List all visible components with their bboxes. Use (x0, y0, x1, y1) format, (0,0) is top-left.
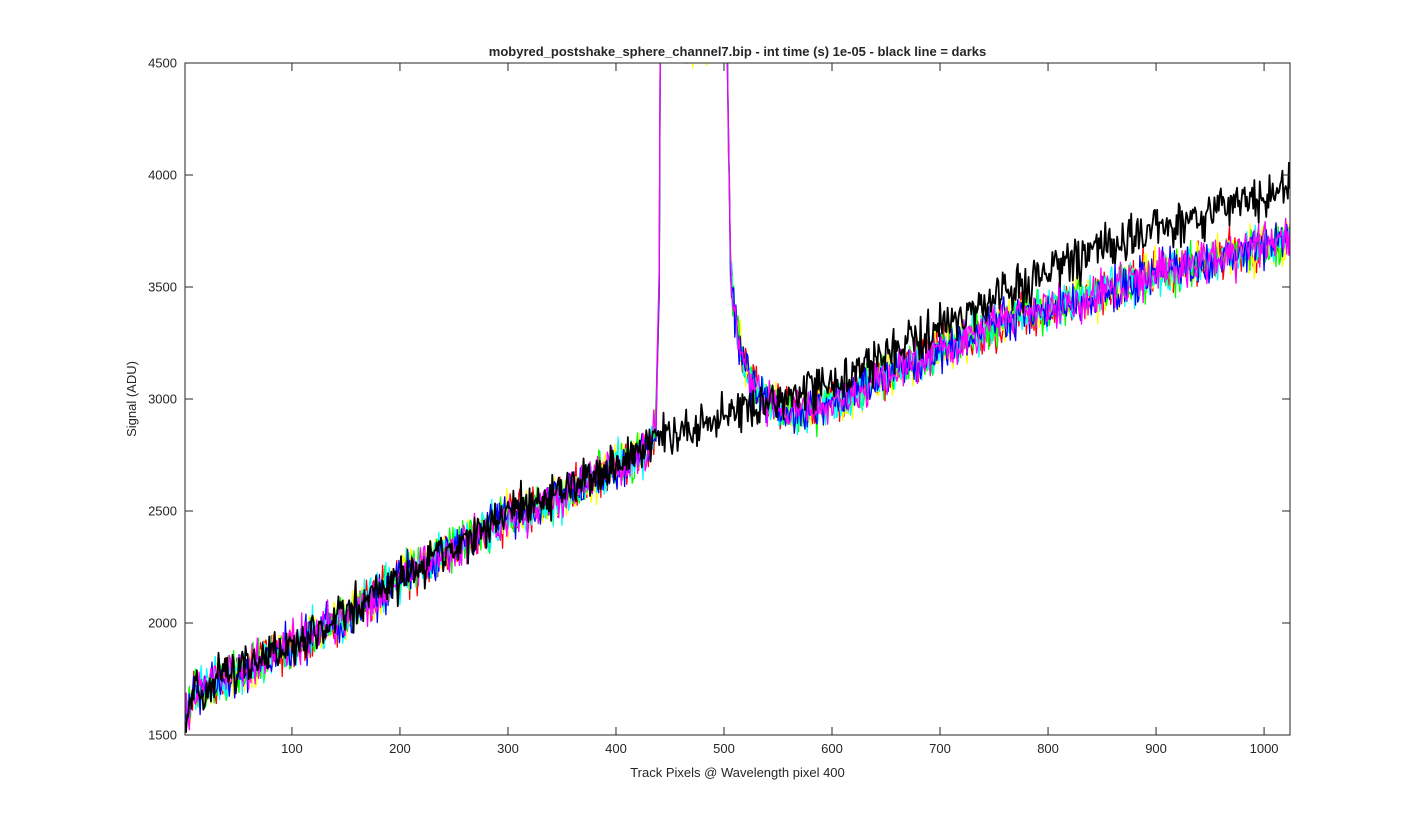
x-tick-label-400: 400 (605, 741, 627, 756)
x-tick-label-500: 500 (713, 741, 735, 756)
x-axis-label: Track Pixels @ Wavelength pixel 400 (630, 765, 845, 780)
x-tick-label-900: 900 (1145, 741, 1167, 756)
x-tick-label-200: 200 (389, 741, 411, 756)
chart-title: mobyred_postshake_sphere_channel7.bip - … (489, 44, 986, 59)
series-line-darks (185, 161, 1290, 733)
y-tick-label-4000: 4000 (148, 168, 177, 183)
x-tick-label-1000: 1000 (1250, 741, 1279, 756)
y-tick-label-3500: 3500 (148, 280, 177, 295)
x-tick-label-100: 100 (281, 741, 303, 756)
y-tick-label-4500: 4500 (148, 56, 177, 71)
y-tick-label-3000: 3000 (148, 392, 177, 407)
x-tick-label-800: 800 (1037, 741, 1059, 756)
x-tick-label-700: 700 (929, 741, 951, 756)
y-axis-label: Signal (ADU) (124, 361, 139, 437)
y-tick-label-1500: 1500 (148, 728, 177, 743)
series-layer (185, 63, 1290, 733)
x-tick-label-300: 300 (497, 741, 519, 756)
tick-layer: 100 200 300 400 500 600 700 800 900 1000 1500 2000 2… (148, 56, 1290, 756)
x-tick-label-600: 600 (821, 741, 843, 756)
y-tick-label-2500: 2500 (148, 504, 177, 519)
y-tick-label-2000: 2000 (148, 616, 177, 631)
